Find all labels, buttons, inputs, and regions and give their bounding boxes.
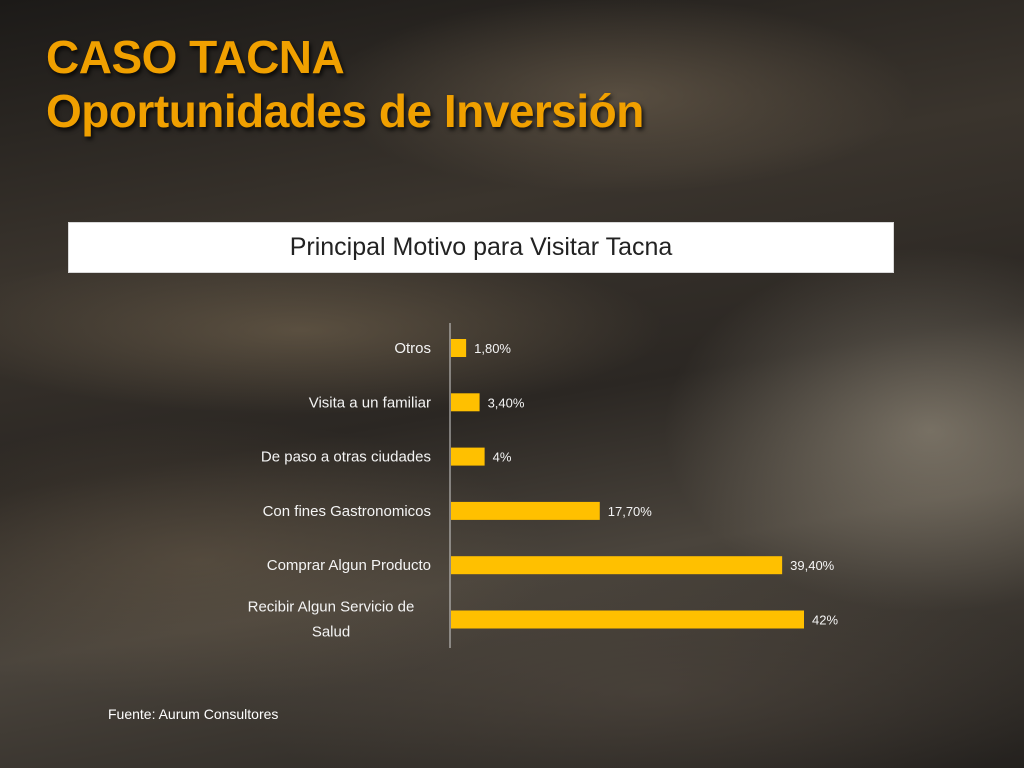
category-label-5: Recibir Algun Servicio de Salud: [248, 599, 415, 641]
chart-title-box: Principal Motivo para Visitar Tacna: [68, 222, 894, 273]
category-label-1: Visita a un familiar: [309, 394, 431, 411]
data-label-0: 1,80%: [474, 341, 511, 356]
chart-title: Principal Motivo para Visitar Tacna: [289, 233, 673, 261]
title-line-1: CASO TACNA: [46, 31, 345, 83]
data-label-3: 17,70%: [608, 504, 653, 519]
data-label-2: 4%: [493, 450, 512, 465]
category-label-3: Con fines Gastronomicos: [263, 503, 431, 520]
source-note: Fuente: Aurum Consultores: [108, 706, 279, 722]
category-label-0: Otros: [394, 340, 431, 357]
bar-5: [451, 610, 804, 629]
bar-3: [451, 501, 600, 520]
bar-1: [451, 393, 480, 412]
category-label-5-line-0: Recibir Algun Servicio de: [248, 599, 415, 616]
bar-4: [451, 556, 783, 575]
data-label-1: 3,40%: [488, 395, 525, 410]
data-label-4: 39,40%: [790, 558, 835, 573]
category-label-2: De paso a otras ciudades: [261, 449, 431, 466]
bar-2: [451, 447, 485, 466]
category-label-5-line-1: Salud: [312, 624, 350, 641]
bar-0: [451, 339, 467, 357]
category-label-4: Comprar Algun Producto: [267, 557, 431, 574]
slide-title: CASO TACNA Oportunidades de Inversión: [46, 30, 644, 138]
data-label-5: 42%: [812, 613, 838, 628]
title-line-2: Oportunidades de Inversión: [46, 85, 644, 137]
